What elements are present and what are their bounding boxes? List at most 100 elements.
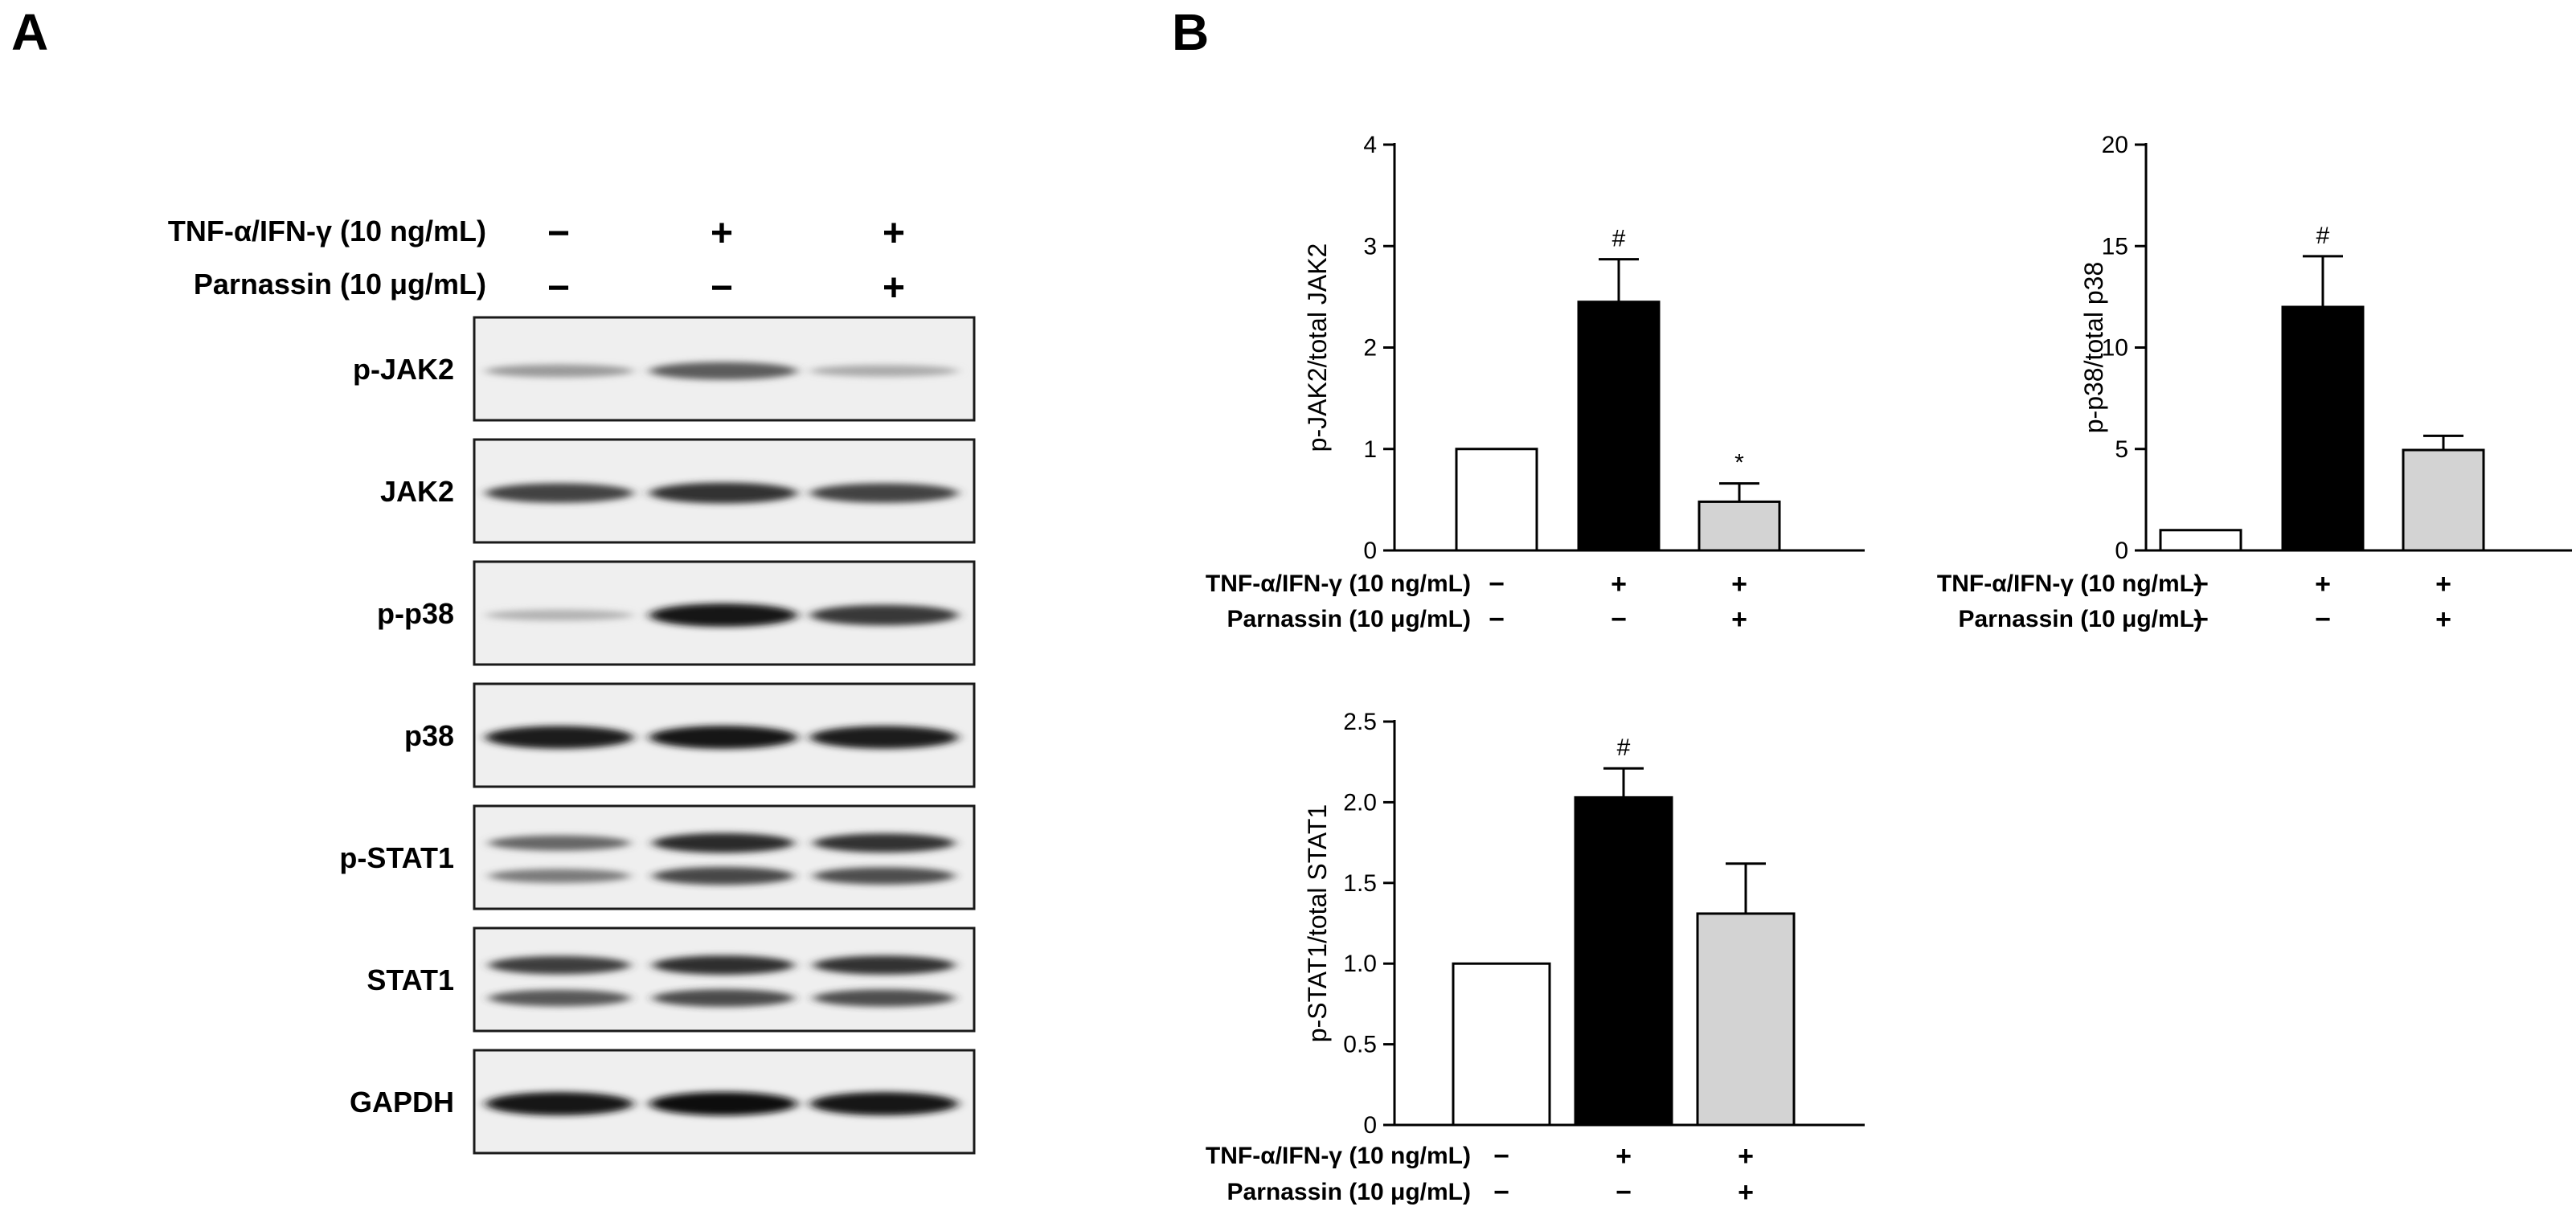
blot-row: GAPDH [350,1049,976,1155]
chart-treatment-label: TNF-α/IFN-γ (10 ng/mL) [1206,571,1471,597]
y-tick-label: 0 [1363,1112,1377,1139]
chart-treatment-sign: + [2435,569,2451,599]
blot-treatment-rows: TNF-α/IFN-γ (10 ng/mL) Parnassin (10 μg/… [168,212,905,309]
chart-treatment-sign: + [1616,1141,1632,1172]
bar [1574,796,1673,1127]
chart-treatment-sign: − [1616,1177,1632,1208]
significance-mark: # [2316,223,2330,249]
blot-band [489,989,630,1007]
blot-band [485,1092,633,1116]
chart-treatment-sign: − [2193,604,2209,635]
blot-treatment-label-parnassin: Parnassin (10 μg/mL) [194,268,486,301]
blot-band [485,483,633,503]
blot-row: p-p38 [377,560,976,666]
blot-band [813,955,955,975]
blot-band-label: p38 [404,719,454,752]
panel-a-letter: A [11,3,48,61]
blot-sign: − [547,267,570,309]
blot-band [489,869,630,883]
chart-treatment-sign: − [1489,569,1505,599]
blot-row: STAT1 [367,926,976,1033]
significance-mark: * [1734,450,1744,477]
blot-band [813,833,955,853]
bar [1452,962,1551,1127]
blot-row: JAK2 [380,438,976,544]
blot-band [653,866,794,886]
blot-sign: + [883,212,905,255]
y-tick-label: 2.0 [1343,789,1377,816]
blot-band [653,832,794,853]
chart-p-p38: 0 5 10 15 20 p-p38/total p38 # TNF-α/IFN-γ (10 … [1937,132,2572,635]
blot-band [653,989,794,1008]
chart-treatment-sign: + [1738,1177,1754,1208]
blot-row: p-JAK2 [353,316,976,422]
chart-treatment-sign: − [1493,1141,1509,1172]
y-tick-label: 15 [2102,233,2128,260]
blot-band-label: p-STAT1 [339,841,454,874]
y-tick-label: 1.0 [1343,951,1377,977]
blot-band [810,1092,958,1116]
blot-band [810,726,958,749]
bar [2159,529,2242,552]
y-tick-label: 5 [2115,436,2128,463]
blot-strips: p-JAK2 JAK2 p-p38 p38 p-STAT1 STAT1 GAPDH [339,316,976,1155]
y-tick-label: 2.5 [1343,709,1377,735]
chart-treatment-sign: + [2435,604,2451,635]
blot-band [813,867,955,885]
chart-treatment-label: TNF-α/IFN-γ (10 ng/mL) [1206,1143,1471,1169]
blot-band [810,483,958,503]
blot-band [485,726,633,749]
chart-treatment-sign: − [1611,604,1627,635]
y-axis-title: p-p38/total p38 [2079,262,2108,434]
chart-treatment-sign: + [1731,604,1747,635]
chart-treatment-sign: − [1493,1177,1509,1208]
chart-treatment-label: TNF-α/IFN-γ (10 ng/mL) [1937,571,2202,597]
bar [1455,448,1538,552]
blot-band [813,989,955,1007]
blot-band [485,364,633,378]
blot-band [649,603,797,628]
blot-band-label: JAK2 [380,475,454,508]
blot-band-label: STAT1 [367,963,454,996]
y-tick-label: 4 [1363,132,1377,158]
bar [2402,448,2485,552]
blot-treatment-label-tnf: TNF-α/IFN-γ (10 ng/mL) [168,215,486,247]
blot-strip [473,804,976,910]
significance-mark: # [1612,226,1626,252]
blot-band [485,609,633,621]
chart-treatment-label: Parnassin (10 μg/mL) [1959,606,2202,632]
y-tick-label: 20 [2102,132,2128,158]
bar [2281,305,2365,552]
y-axis-title: p-JAK2/total JAK2 [1303,243,1332,452]
blot-band [649,362,797,380]
blot-row: p-STAT1 [339,804,976,910]
chart-treatment-sign: + [1738,1141,1754,1172]
chart-treatment-sign: + [2315,569,2331,599]
chart-treatment-sign: − [2315,604,2331,635]
blot-sign: + [883,267,905,309]
bar [1698,500,1781,552]
chart-treatment-sign: − [1489,604,1505,635]
chart-treatment-label: Parnassin (10 μg/mL) [1227,606,1471,632]
blot-band [653,955,794,976]
blot-sign: − [547,212,570,255]
blot-strip [473,926,976,1033]
blot-band [810,604,958,626]
y-tick-label: 10 [2102,335,2128,362]
blot-band [649,1091,797,1116]
blot-band [489,835,630,851]
blot-row: p38 [404,682,976,788]
chart-p-jak2: 0 1 2 3 4 p-JAK2/total JAK2 # * TNF-α/IFN-γ (10 … [1206,132,1865,635]
blot-band [649,482,797,504]
blot-band-label: p-JAK2 [353,353,454,386]
chart-treatment-sign: − [2193,569,2209,599]
chart-treatment-label: Parnassin (10 μg/mL) [1227,1179,1471,1205]
chart-treatment-sign: + [1731,569,1747,599]
y-tick-label: 3 [1363,233,1377,260]
y-tick-label: 0.5 [1343,1032,1377,1058]
blot-band-label: p-p38 [377,597,454,630]
chart-treatment-sign: + [1611,569,1627,599]
blot-band-label: GAPDH [350,1086,454,1119]
bar [1696,912,1796,1127]
